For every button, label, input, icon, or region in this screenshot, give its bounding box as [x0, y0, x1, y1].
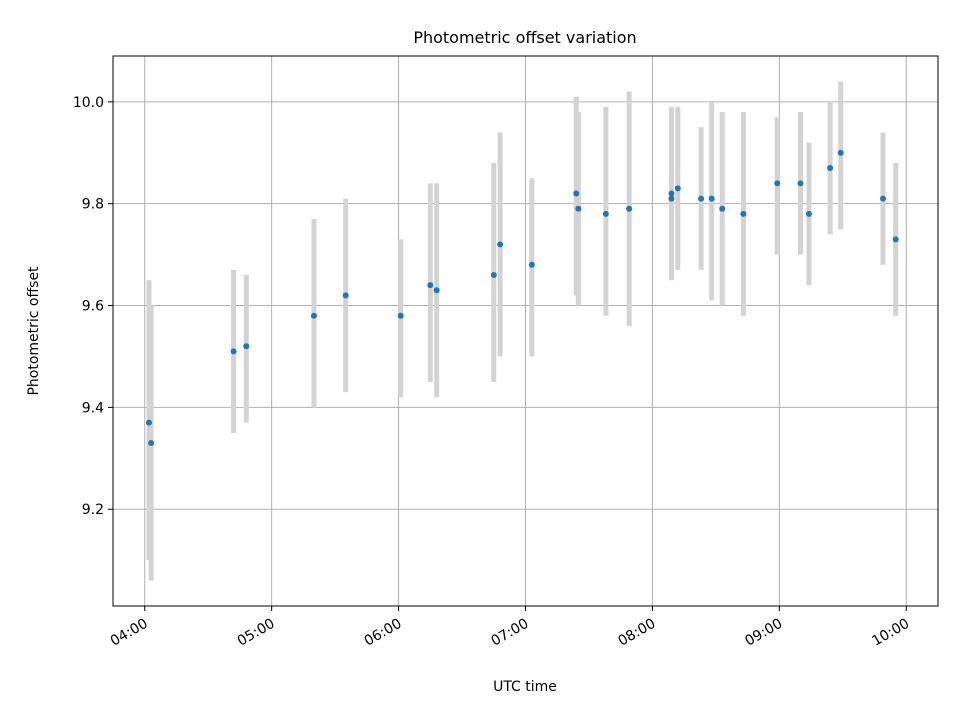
data-point	[740, 210, 747, 217]
data-point	[708, 195, 715, 202]
data-point	[427, 282, 434, 289]
data-point	[497, 241, 504, 248]
data-point	[668, 190, 675, 197]
data-point	[668, 195, 675, 202]
data-point	[797, 180, 804, 187]
data-point	[310, 312, 317, 319]
data-point	[528, 261, 535, 268]
data-point	[774, 180, 781, 187]
y-tick-label: 9.4	[82, 400, 104, 416]
x-axis-label: UTC time	[493, 679, 557, 695]
data-point	[397, 312, 404, 319]
data-points	[145, 149, 899, 447]
data-point	[230, 348, 237, 355]
data-point	[148, 440, 155, 447]
y-tick-label: 10.0	[73, 95, 104, 111]
data-point	[719, 205, 726, 212]
y-axis-ticks: 9.2 9.4 9.6 9.8 10.0	[73, 95, 113, 518]
data-point	[698, 195, 705, 202]
data-point	[626, 205, 633, 212]
y-tick-label: 9.6	[82, 299, 104, 315]
y-tick-label: 9.2	[82, 502, 104, 518]
data-point	[433, 287, 440, 294]
data-point	[827, 165, 834, 172]
data-point	[880, 195, 886, 202]
data-point	[243, 343, 250, 350]
chart-title: Photometric offset variation	[413, 28, 636, 47]
data-point	[573, 190, 580, 197]
data-point	[602, 210, 609, 217]
data-point	[892, 236, 899, 243]
y-tick-label: 9.8	[82, 197, 104, 213]
data-point	[674, 185, 681, 192]
y-axis-label: Photometric offset	[26, 266, 42, 396]
data-point	[145, 419, 152, 426]
data-point	[805, 210, 812, 217]
data-point	[342, 292, 349, 299]
data-point	[490, 271, 497, 278]
data-point	[575, 205, 582, 212]
data-point	[837, 149, 844, 156]
